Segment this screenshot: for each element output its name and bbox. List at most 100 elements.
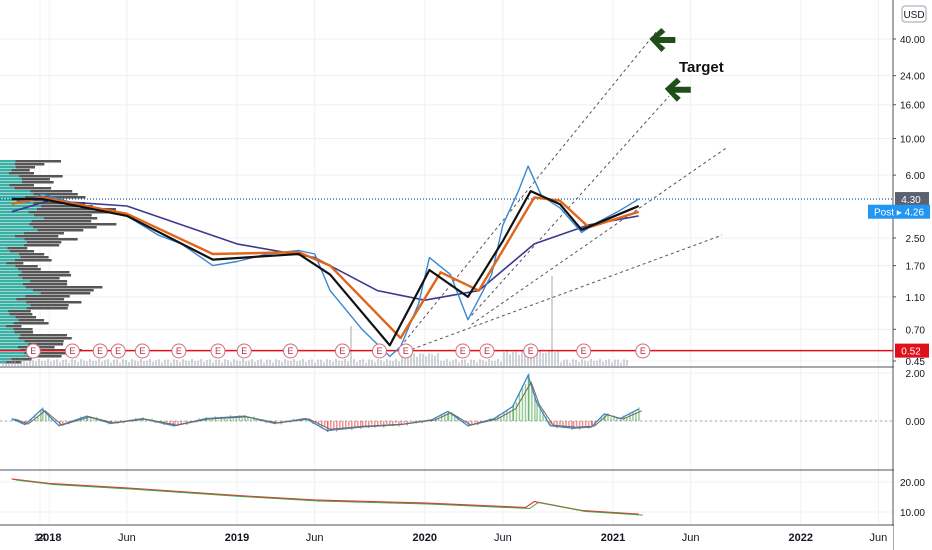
trend-line[interactable] (400, 30, 658, 347)
oscillator-histogram-bar (342, 421, 344, 430)
volume-bar (122, 359, 124, 366)
volume-profile-bar-down (28, 343, 64, 346)
price-axis[interactable]: 40.00 24.00 16.00 10.00 6.00 4.30 2.50 1.70 1.10… (868, 0, 932, 550)
volume-bar (110, 362, 112, 366)
volume-profile-bar-down (9, 313, 33, 316)
oscillator-histogram-bar (250, 419, 252, 421)
volume-bar (524, 351, 526, 366)
earnings-marker[interactable]: E (92, 343, 108, 359)
volume-profile-bar-down (16, 199, 63, 202)
earnings-marker[interactable]: E (110, 343, 126, 359)
earnings-marker[interactable]: E (576, 343, 592, 359)
oscillator-histogram-bar (613, 415, 615, 421)
earnings-marker-label: E (339, 346, 345, 356)
price-axis-label: 0.70 (906, 325, 926, 336)
volume-bar (35, 361, 37, 366)
volume-bar (506, 351, 508, 366)
volume-bar (59, 362, 61, 366)
volume-profile-bar-down (15, 265, 38, 268)
earnings-marker-circle (635, 343, 651, 359)
target-annotation[interactable]: Target (679, 59, 724, 76)
oscillator-histogram-bar (327, 421, 329, 433)
earnings-marker-circle (64, 343, 80, 359)
earnings-marker[interactable]: E (455, 343, 471, 359)
volume-bar (23, 359, 25, 366)
earnings-marker[interactable]: E (134, 343, 150, 359)
time-axis-background (0, 526, 893, 550)
volume-profile-bar-down (26, 241, 62, 244)
target-arrow-icon[interactable] (649, 28, 676, 52)
currency-button[interactable]: USD (901, 5, 927, 23)
volume-bar (272, 362, 274, 366)
volume-bar (620, 362, 622, 366)
volume-profile-bar-up (0, 232, 24, 235)
volume-profile-bar-down (7, 247, 28, 250)
earnings-marker[interactable]: E (210, 343, 226, 359)
oscillator-histogram-bar (92, 419, 95, 421)
trend-line[interactable] (471, 147, 727, 325)
volume-bar (608, 359, 610, 366)
earnings-marker-label: E (484, 346, 490, 356)
earnings-marker[interactable]: E (479, 343, 495, 359)
earnings-marker[interactable]: E (635, 343, 651, 359)
volume-bar (83, 360, 85, 366)
earnings-marker[interactable]: E (334, 343, 350, 359)
volume-profile-bar-up (0, 163, 15, 166)
volume-bar (503, 352, 505, 366)
oscillator-histogram-bar (572, 421, 575, 429)
volume-bar (113, 359, 115, 366)
volume-bar (170, 362, 172, 366)
oscillator-histogram-bar (434, 416, 437, 421)
oscillator-histogram-bar (305, 419, 308, 421)
oscillator-axis-label: 0.00 (906, 417, 926, 428)
earnings-marker[interactable]: E (371, 343, 387, 359)
target-arrows[interactable] (649, 28, 691, 102)
volume-bar (311, 359, 313, 366)
volume-bar (614, 359, 616, 366)
volume-profile-bar-up (0, 307, 27, 310)
time-axis-label: Jun (494, 532, 512, 544)
volume-profile-bar-up (0, 340, 25, 343)
volume-profile-bar-down (20, 256, 49, 259)
earnings-marker[interactable]: E (236, 343, 252, 359)
oscillator-histogram-bar (610, 417, 612, 421)
volume-bar (536, 353, 538, 366)
volume-profile-bar-down (14, 163, 45, 166)
volume-profile-bar-up (0, 178, 22, 181)
earnings-marker[interactable]: E (25, 343, 41, 359)
oscillator-histogram-bar (528, 373, 530, 421)
volume-bar (476, 362, 478, 366)
earnings-marker[interactable]: E (171, 343, 187, 359)
volume-bar (437, 353, 439, 366)
earnings-marker[interactable]: E (398, 343, 414, 359)
post-market-badge[interactable] (868, 204, 930, 219)
earnings-marker[interactable]: E (64, 343, 80, 359)
target-arrow-icon[interactable] (664, 77, 691, 102)
volume-bar (290, 361, 292, 366)
volume-bar (305, 362, 307, 366)
oscillator-histogram-bar (265, 421, 267, 424)
volume-bar (164, 359, 166, 366)
volume-bar (371, 359, 373, 366)
volume-profile-bar-up (0, 220, 32, 223)
volume-bar (74, 359, 76, 366)
trend-lines[interactable] (400, 30, 727, 354)
earnings-marker[interactable]: E (282, 343, 298, 359)
trend-line[interactable] (471, 95, 670, 316)
price-axis-label: 10.00 (900, 134, 925, 145)
volume-profile-bar-down (29, 223, 117, 226)
volume-bar (326, 359, 328, 366)
volume-bar (482, 360, 484, 366)
oscillator-histogram-bar (385, 421, 388, 424)
oscillator-histogram-bar (391, 421, 394, 427)
volume-bar (143, 361, 145, 366)
oscillator-histogram-bar (37, 415, 39, 421)
earnings-marker-label: E (139, 346, 145, 356)
volume-profile-bar-up (0, 361, 6, 364)
trend-line[interactable] (400, 234, 723, 354)
earnings-marker[interactable]: E (523, 343, 539, 359)
volume-profile-bar-down (8, 172, 35, 175)
volume-profile-bar-down (15, 160, 62, 163)
